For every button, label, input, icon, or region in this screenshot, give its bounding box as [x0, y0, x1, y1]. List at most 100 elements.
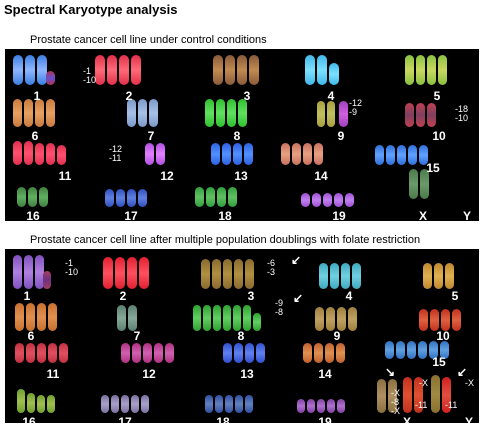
chromosome [235, 395, 243, 413]
chromosome [127, 99, 136, 127]
chromosome [131, 395, 139, 413]
chromosome [303, 143, 312, 165]
chromosome [407, 341, 416, 359]
chromosome [217, 187, 226, 207]
chromosome [427, 55, 436, 85]
chromosome [327, 399, 335, 413]
chromosome [314, 343, 323, 363]
chromosome-label: 19 [332, 209, 346, 221]
chromosome [13, 55, 23, 85]
chromosome [225, 395, 233, 413]
chromosome [317, 399, 325, 413]
chromosome [317, 101, 325, 127]
chromosome [256, 343, 265, 363]
chromosome [28, 187, 37, 207]
chromosome-label: 18 [218, 209, 232, 221]
chromosome-label: 19 [318, 415, 332, 423]
chromosome [105, 189, 114, 207]
arrow-icon: ↙ [293, 291, 304, 305]
chromosome [327, 101, 335, 127]
chromosome [15, 343, 24, 363]
chromosome [27, 393, 35, 413]
chromosome [323, 193, 332, 207]
chromosome-label: 18 [216, 415, 230, 423]
chromosome-label: 7 [133, 329, 141, 343]
chromosome [405, 103, 414, 127]
chromosome-label: 11 [58, 169, 72, 183]
chromosome [440, 341, 449, 359]
chromosome-label: 15 [432, 355, 446, 369]
chromosome [234, 259, 243, 289]
chromosome [149, 99, 158, 127]
chromosome-label: 9 [333, 329, 341, 343]
chromosome-label: 13 [240, 367, 254, 381]
chromosome [307, 399, 315, 413]
chromosome [212, 259, 221, 289]
chromosome [430, 309, 439, 331]
chromosome [156, 143, 165, 165]
panel1-karyotype-image: 1 2 3 4 5 6 7 8 9 10 11 12 13 14 15 16 17 18 19 X Y -1 -10 -12… [5, 49, 479, 221]
chromosome-label: 14 [314, 169, 328, 183]
chromosome [138, 189, 147, 207]
chromosome [228, 187, 237, 207]
chromosome [37, 303, 46, 331]
chromosome [206, 187, 215, 207]
chromosome [397, 145, 406, 165]
translocation-annotation: -18 -10 [455, 104, 469, 123]
chromosome [48, 303, 57, 331]
arrow-icon: ↙ [457, 365, 468, 379]
chromosome [103, 257, 113, 289]
chromosome-label: 15 [426, 161, 440, 175]
chromosome-label: 10 [432, 129, 446, 143]
chromosome [319, 263, 328, 289]
chromosome-label: X [418, 209, 427, 221]
chromosome [442, 377, 451, 413]
translocation-annotation: -11 [415, 400, 428, 410]
translocation-annotation: -6 -3 [267, 258, 276, 277]
chromosome [345, 193, 354, 207]
translocation-annotation: -9 -8 [275, 298, 284, 317]
chromosome-label: 3 [247, 289, 255, 303]
chromosome [375, 145, 384, 165]
chromosome-label: 14 [318, 367, 332, 381]
translocation-annotation: -1 -10 [65, 258, 79, 277]
chromosome [336, 343, 345, 363]
chromosome [330, 263, 339, 289]
chromosome [111, 395, 119, 413]
chromosome [281, 143, 290, 165]
chromosome [37, 343, 46, 363]
chromosome [244, 143, 253, 165]
chromosome [297, 399, 305, 413]
arrow-icon: ↙ [291, 253, 302, 267]
chromosome [223, 343, 232, 363]
chromosome [13, 255, 22, 289]
chromosome-label: 9 [337, 129, 345, 143]
chromosome [37, 395, 45, 413]
chromosome [427, 103, 436, 127]
chromosome [101, 395, 109, 413]
chromosome [195, 187, 204, 207]
panel2-karyotype-image: 1 2 3 4 5 6 7 8 9 10 11 12 13 14 15 16 17 18 19 X Y -1 -10 -6 … [5, 249, 479, 423]
chromosome [249, 55, 259, 85]
chromosome [35, 143, 44, 165]
chromosome [429, 341, 438, 359]
chromosome [237, 55, 247, 85]
chromosome [138, 99, 147, 127]
chromosome [408, 145, 417, 165]
chromosome [423, 263, 432, 289]
chromosome [26, 343, 35, 363]
chromosome [222, 143, 231, 165]
translocation-annotation: -X [419, 378, 428, 388]
chromosome [452, 309, 461, 331]
chromosome [132, 343, 141, 363]
chromosome-label: 17 [124, 209, 138, 221]
chromosome [420, 169, 429, 199]
chromosome [431, 375, 440, 413]
chromosome [334, 193, 343, 207]
chromosome-label: X [402, 415, 411, 423]
chromosome [211, 143, 220, 165]
chromosome [47, 395, 55, 413]
chromosome [59, 343, 68, 363]
chromosome-label: 13 [234, 169, 248, 183]
chromosome [405, 55, 414, 85]
